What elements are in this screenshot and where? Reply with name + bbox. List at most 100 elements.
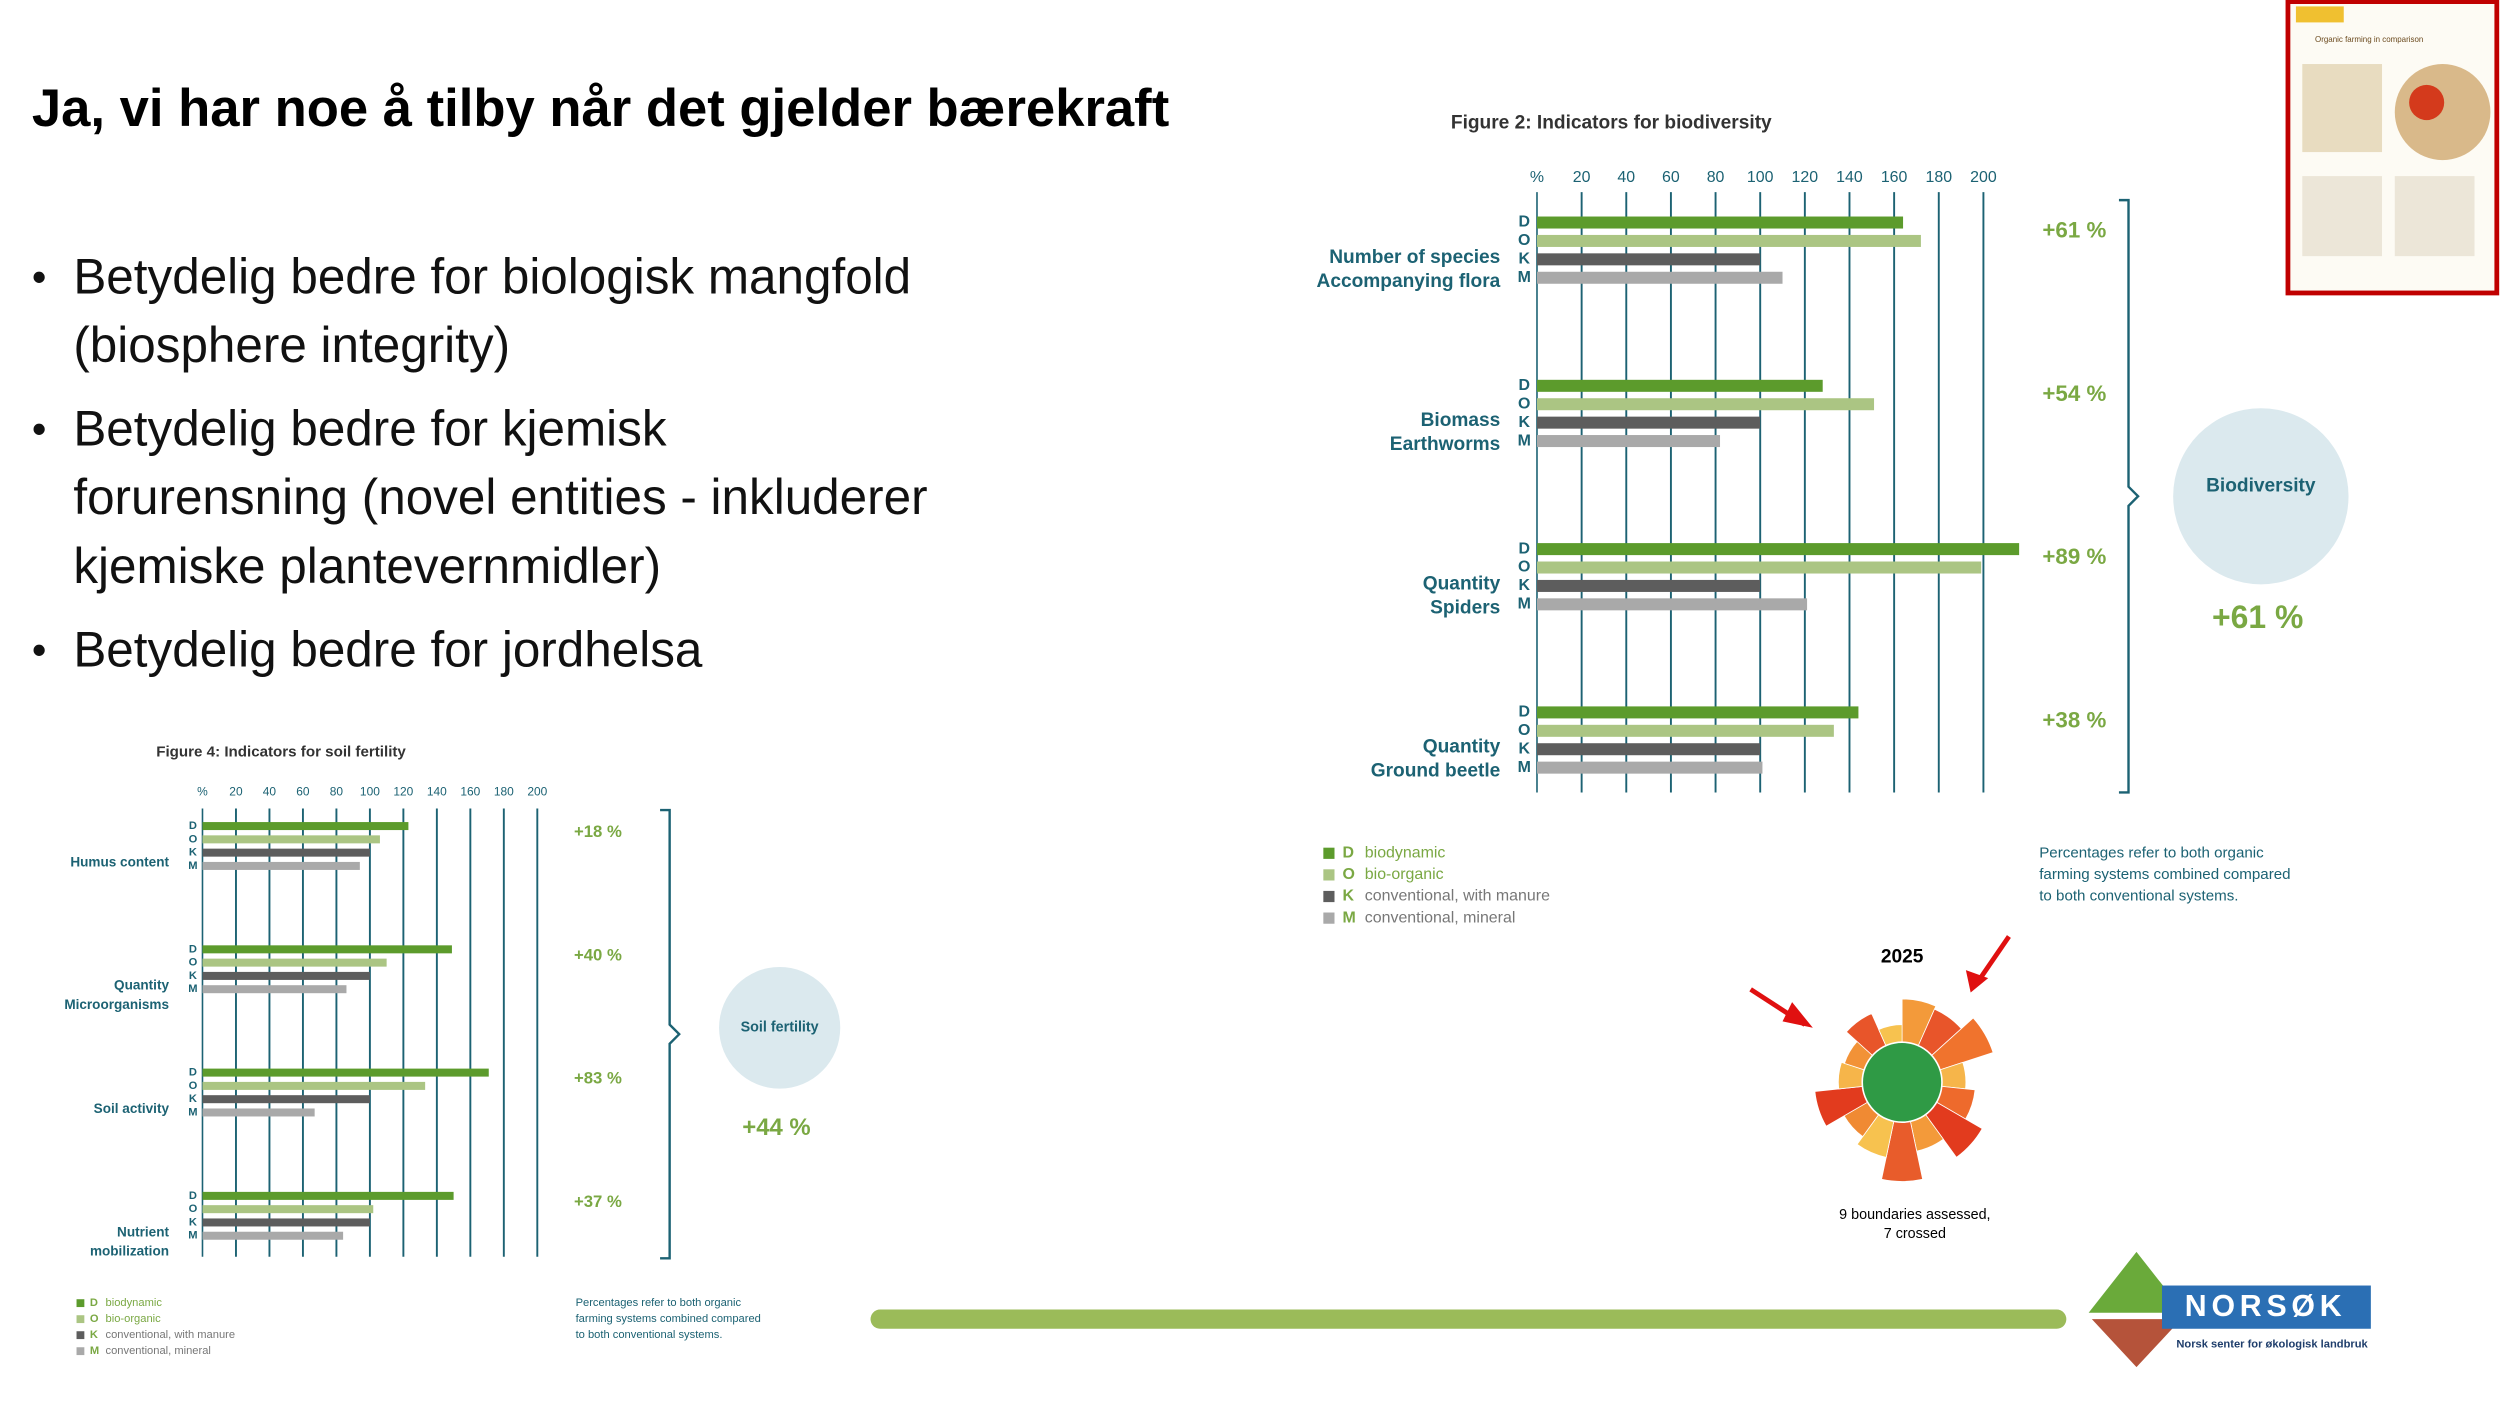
x-tick-label: 140 bbox=[427, 785, 447, 799]
x-tick-label: 200 bbox=[527, 785, 547, 799]
x-tick-label: 180 bbox=[1925, 169, 1952, 186]
legend-swatch bbox=[1323, 847, 1335, 859]
bar bbox=[202, 1205, 374, 1214]
arrow-head bbox=[1782, 1002, 1813, 1028]
series-key: M bbox=[188, 1106, 197, 1118]
bar bbox=[1536, 398, 1875, 411]
legend-swatch bbox=[76, 1315, 85, 1324]
category-label: mobilization bbox=[90, 1243, 169, 1258]
category-label: Quantity bbox=[1423, 573, 1501, 594]
series-key: O bbox=[1518, 232, 1530, 249]
thumbnail-text-block bbox=[2302, 64, 2383, 153]
series-key: M bbox=[1518, 432, 1531, 449]
x-tick-label: 140 bbox=[1836, 169, 1863, 186]
slide-title: Ja, vi har noe å tilby når det gjelder b… bbox=[32, 79, 1169, 138]
legend-swatch bbox=[76, 1299, 85, 1308]
chart-note: farming systems combined compared bbox=[2039, 866, 2290, 883]
legend-label: bio-organic bbox=[1365, 866, 1444, 883]
change-label: +40 % bbox=[574, 945, 622, 964]
legend-key: O bbox=[90, 1313, 99, 1325]
bar bbox=[1536, 379, 1823, 392]
series-key: K bbox=[189, 970, 197, 982]
planetary-caption: 9 boundaries assessed, bbox=[1839, 1207, 1990, 1223]
arrow-head bbox=[1965, 970, 1989, 993]
x-tick-label: 100 bbox=[1747, 169, 1774, 186]
legend-label: conventional, with manure bbox=[1365, 888, 1550, 905]
bracket bbox=[2118, 198, 2140, 794]
series-key: O bbox=[1518, 722, 1530, 739]
bar bbox=[202, 822, 409, 831]
planetary-boundaries: 2025 9 boundaries assessed, 7 crossed bbox=[1749, 935, 2011, 1242]
chart-note: to both conventional systems. bbox=[2039, 887, 2238, 904]
series-key: M bbox=[188, 860, 197, 872]
series-key: D bbox=[189, 943, 197, 955]
arrow bbox=[1975, 935, 2011, 985]
bar bbox=[202, 1095, 370, 1104]
bar bbox=[1536, 598, 1808, 611]
bar bbox=[1536, 271, 1783, 284]
bar-chart: Figure 4: Indicators for soil fertility%… bbox=[64, 743, 841, 1357]
thumbnail-text-block bbox=[2302, 176, 2383, 257]
chart-title: Figure 4: Indicators for soil fertility bbox=[156, 743, 406, 760]
legend-label: biodynamic bbox=[1365, 844, 1446, 861]
x-tick-label: 100 bbox=[360, 785, 380, 799]
summary-label: Biodiversity bbox=[2206, 476, 2316, 497]
bar bbox=[1536, 761, 1763, 774]
bullet-dot: • bbox=[32, 405, 47, 452]
category-label: Earthworms bbox=[1390, 434, 1500, 455]
safe-zone bbox=[1861, 1041, 1943, 1124]
change-label: +83 % bbox=[574, 1069, 622, 1088]
bar bbox=[1536, 724, 1834, 737]
category-label: Accompanying flora bbox=[1317, 271, 1501, 292]
x-tick-label: 120 bbox=[393, 785, 413, 799]
category-label: Number of species bbox=[1329, 247, 1500, 268]
bar bbox=[202, 985, 347, 994]
logo-bottom bbox=[2091, 1319, 2182, 1368]
bullet-text: forurensning (novel entities - inkludere… bbox=[73, 470, 927, 525]
bar bbox=[1536, 743, 1761, 756]
legend-label: conventional, mineral bbox=[106, 1345, 211, 1357]
x-axis-label: % bbox=[197, 785, 208, 799]
bar-chart: Figure 2: Indicators for biodiversity% 20… bbox=[1317, 112, 2349, 926]
x-tick-label: 20 bbox=[1573, 169, 1591, 186]
category-label: Microorganisms bbox=[64, 997, 169, 1012]
series-key: D bbox=[189, 820, 197, 832]
thumbnail-title: Organic farming in comparison bbox=[2315, 35, 2423, 44]
bar bbox=[202, 971, 370, 980]
legend-key: K bbox=[1342, 888, 1354, 905]
x-tick-label: 60 bbox=[296, 785, 310, 799]
legend-swatch bbox=[1323, 869, 1335, 881]
chart-note: farming systems combined compared bbox=[576, 1313, 761, 1325]
summary-label: Soil fertility bbox=[741, 1020, 819, 1036]
bracket bbox=[660, 808, 681, 1260]
legend-label: bio-organic bbox=[106, 1313, 162, 1325]
legend-swatch bbox=[76, 1331, 85, 1340]
series-key: D bbox=[189, 1067, 197, 1079]
series-key: O bbox=[189, 1080, 198, 1092]
series-key: O bbox=[189, 957, 198, 969]
legend-swatch bbox=[1323, 890, 1335, 903]
summary-value: +44 % bbox=[742, 1114, 810, 1141]
legend-label: conventional, with manure bbox=[106, 1329, 236, 1341]
bar bbox=[202, 1068, 489, 1077]
bullet-text: (biosphere integrity) bbox=[73, 318, 510, 373]
chart-title: Figure 2: Indicators for biodiversity bbox=[1451, 112, 1772, 133]
chart-note: Percentages refer to both organic bbox=[2039, 844, 2264, 861]
change-label: +37 % bbox=[574, 1192, 622, 1211]
chart-note: to both conventional systems. bbox=[576, 1329, 723, 1341]
bar bbox=[1536, 253, 1761, 266]
accent-bar bbox=[870, 1309, 2067, 1329]
series-key: O bbox=[1518, 395, 1530, 412]
x-tick-label: 40 bbox=[1617, 169, 1635, 186]
bar bbox=[1536, 416, 1761, 429]
change-label: +89 % bbox=[2042, 544, 2106, 569]
change-label: +54 % bbox=[2042, 381, 2106, 406]
legend-key: M bbox=[90, 1345, 99, 1357]
bar bbox=[202, 848, 370, 857]
bullet-dot: • bbox=[32, 253, 47, 300]
boundary-wedge bbox=[1881, 1082, 1924, 1182]
chart-note: Percentages refer to both organic bbox=[576, 1297, 742, 1309]
change-label: +61 % bbox=[2042, 218, 2106, 243]
